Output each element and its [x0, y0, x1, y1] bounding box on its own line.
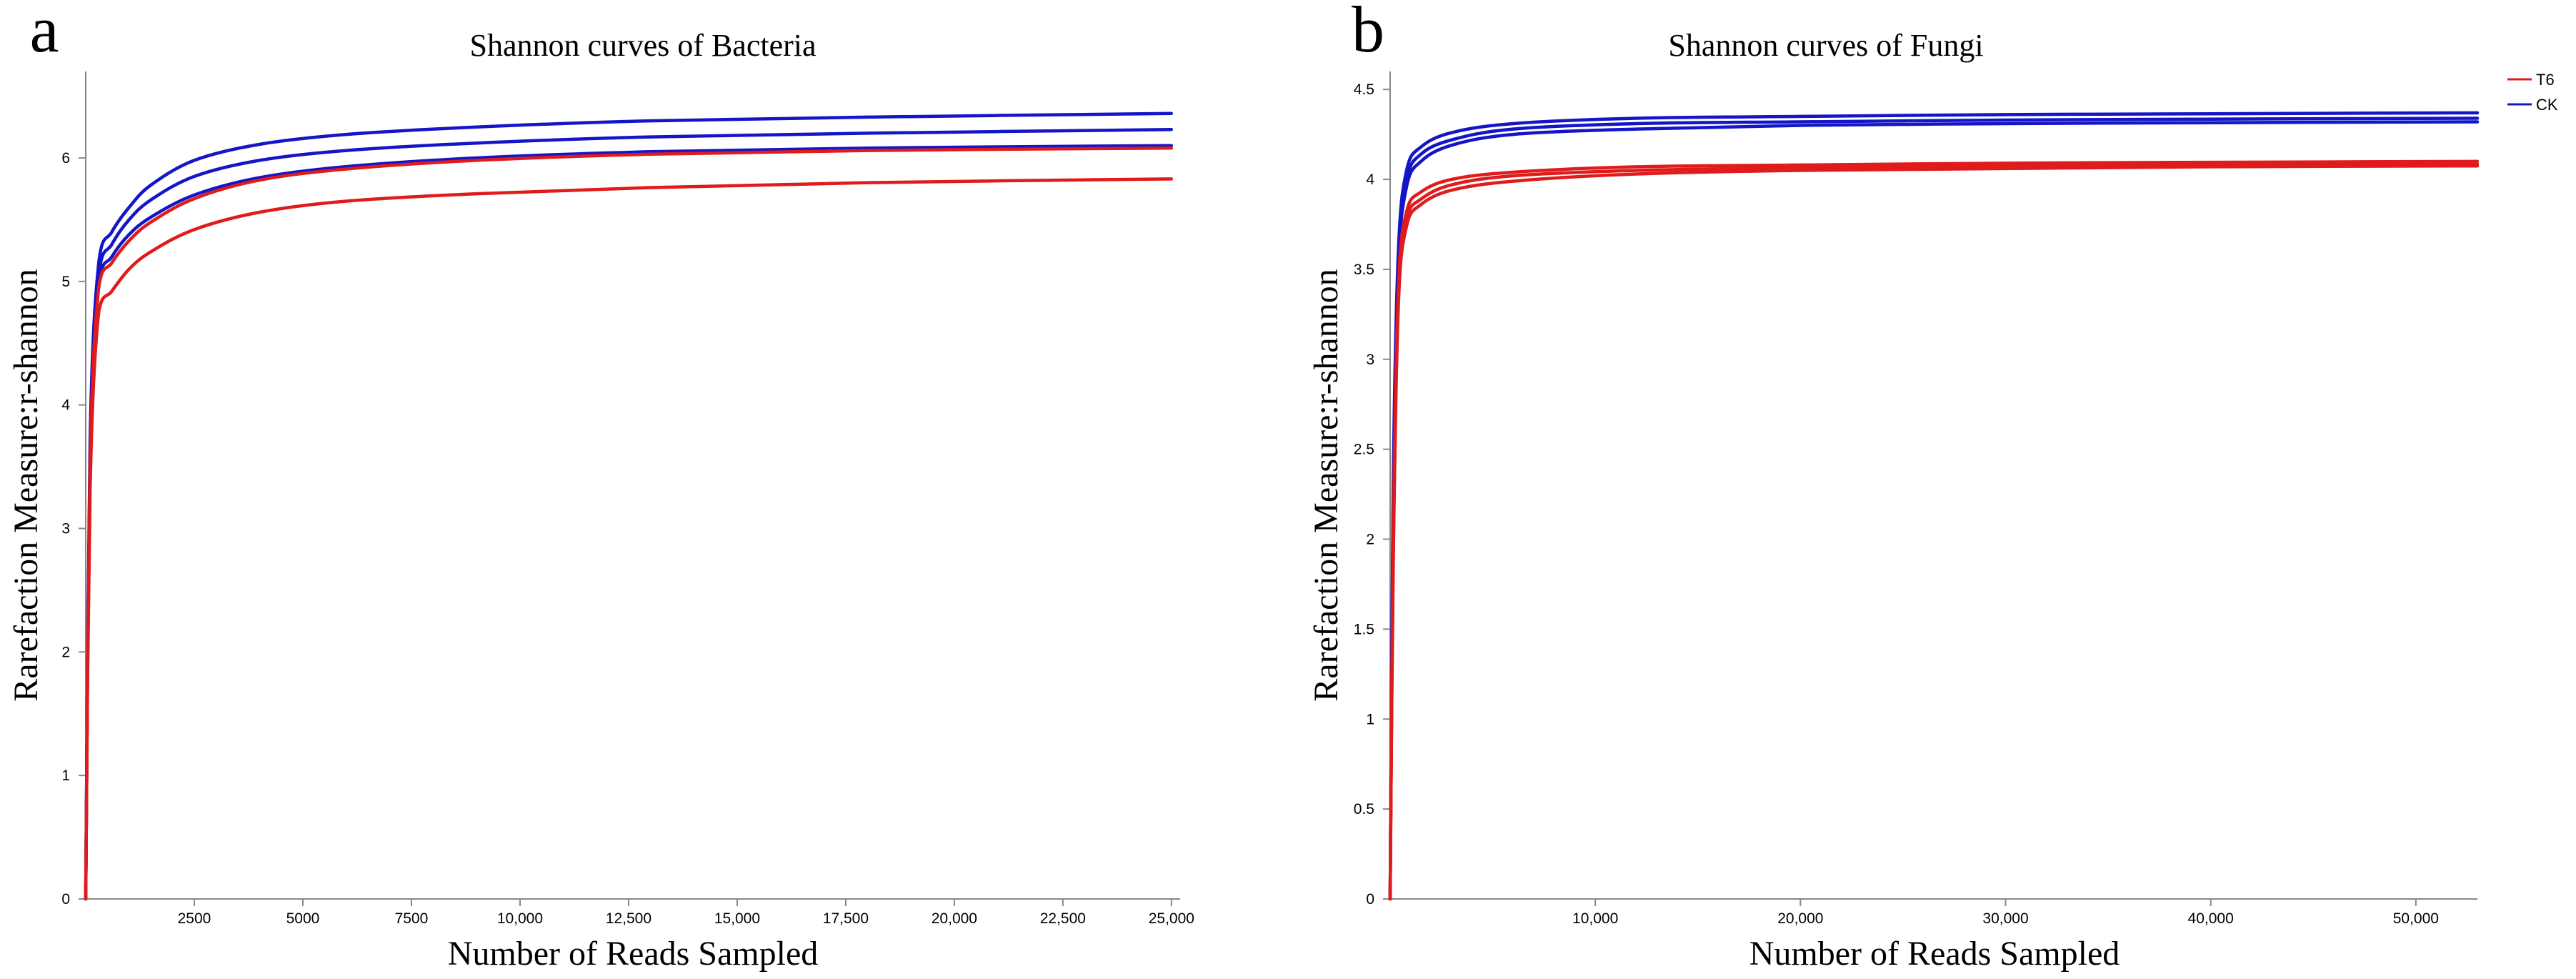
- series-line-fungi-t6: [1388, 159, 2480, 901]
- x-tick-label: 7500: [395, 910, 429, 927]
- legend: T6 CK: [2507, 71, 2558, 114]
- series-line-fungi-t6: [1388, 164, 2480, 901]
- y-tick-label: 5: [61, 274, 70, 290]
- x-tick-label: 25,000: [1149, 910, 1194, 927]
- x-tick-label: 20,000: [932, 910, 977, 927]
- y-tick-label: 1: [61, 767, 70, 784]
- y-tick-label: 4: [1366, 172, 1374, 188]
- y-tick-label: 3: [61, 520, 70, 537]
- x-axis-title-bacteria: Number of Reads Sampled: [448, 935, 819, 973]
- panel-bacteria: a Shannon curves of Bacteria 2500 5000 750…: [7, 0, 1194, 973]
- x-tick-label: 20,000: [1777, 910, 1823, 927]
- series-line-bacteria-ck: [84, 127, 1174, 901]
- x-ticks-fungi: 10,000 20,000 30,000 40,000 50,000: [1572, 899, 2439, 927]
- y-tick-label: 2.5: [1354, 442, 1374, 458]
- x-tick-label: 12,500: [606, 910, 652, 927]
- chart-title-bacteria: Shannon curves of Bacteria: [469, 28, 816, 63]
- y-tick-label: 3: [1366, 352, 1374, 368]
- x-tick-label: 10,000: [1572, 910, 1618, 927]
- x-tick-label: 5000: [286, 910, 320, 927]
- x-tick-label: 2500: [178, 910, 211, 927]
- panel-label-a: a: [30, 0, 59, 66]
- y-tick-label: 4.5: [1354, 81, 1374, 98]
- x-tick-label: 30,000: [1982, 910, 2028, 927]
- y-tick-label: 1.5: [1354, 621, 1374, 637]
- legend-label-t6: T6: [2536, 71, 2555, 89]
- x-tick-label: 50,000: [2393, 910, 2439, 927]
- y-tick-label: 0: [61, 891, 70, 908]
- x-tick-label: 17,500: [823, 910, 869, 927]
- y-ticks-bacteria: 0 1 2 3 4 5 6: [61, 150, 86, 908]
- panel-fungi: b Shannon curves of Fungi 10,000 20,000 30…: [1307, 0, 2558, 973]
- x-axis-title-fungi: Number of Reads Sampled: [1749, 935, 2120, 973]
- x-tick-label: 10,000: [497, 910, 543, 927]
- y-tick-label: 0: [1366, 891, 1374, 908]
- x-tick-label: 15,000: [714, 910, 760, 927]
- y-tick-label: 0.5: [1354, 801, 1374, 818]
- y-axis-title-bacteria: Rarefaction Measure:r-shannon: [7, 269, 45, 701]
- y-tick-label: 4: [61, 397, 70, 414]
- y-tick-label: 1: [1366, 711, 1374, 727]
- panel-label-b: b: [1352, 0, 1384, 66]
- chart-title-fungi: Shannon curves of Fungi: [1668, 28, 1983, 63]
- series-line-fungi-ck: [1388, 120, 2480, 901]
- series-line-bacteria-ck: [84, 111, 1174, 901]
- series-line-bacteria-t6: [84, 177, 1174, 901]
- series-line-fungi-ck: [1388, 111, 2480, 901]
- series-line-fungi-ck: [1388, 116, 2480, 901]
- x-tick-label: 40,000: [2188, 910, 2234, 927]
- series-group-fungi: [1388, 111, 2480, 901]
- y-tick-label: 6: [61, 150, 70, 167]
- series-line-bacteria-ck: [84, 144, 1174, 901]
- y-tick-label: 2: [1366, 532, 1374, 548]
- series-group-bacteria: [84, 111, 1174, 901]
- series-line-fungi-t6: [1388, 162, 2480, 901]
- y-tick-label: 3.5: [1354, 262, 1374, 278]
- y-axis-title-fungi: Rarefaction Measure:r-shannon: [1307, 269, 1345, 701]
- y-tick-label: 2: [61, 644, 70, 660]
- legend-label-ck: CK: [2536, 96, 2558, 114]
- x-tick-label: 22,500: [1040, 910, 1086, 927]
- y-ticks-fungi: 0 0.5 1 1.5 2 2.5 3 3.5 4 4.5: [1354, 81, 1390, 908]
- series-line-bacteria-t6: [84, 146, 1174, 901]
- x-ticks-bacteria: 2500 5000 7500 10,000 12,500 15,000 17,500 20,0…: [178, 899, 1194, 927]
